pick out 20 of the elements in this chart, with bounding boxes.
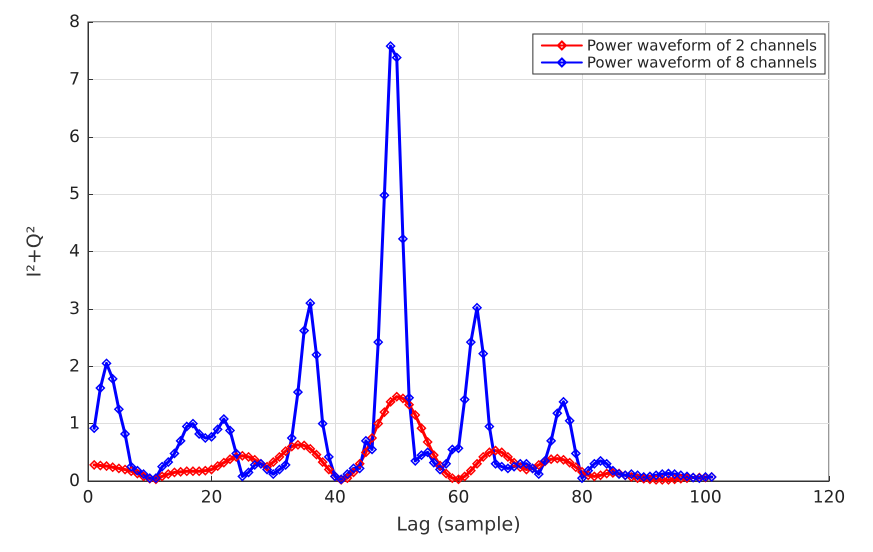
y-tick-label: 3	[69, 298, 80, 319]
y-tick-label: 2	[69, 356, 80, 376]
legend-label: Power waveform of 2 channels	[586, 36, 818, 54]
y-tick-label: 4	[69, 242, 80, 262]
x-tick-label: 100	[689, 488, 722, 508]
y-tick-label: 0	[69, 471, 80, 491]
x-tick-label: 120	[812, 488, 846, 508]
y-tick-label: 8	[69, 12, 80, 32]
x-tick-label: 80	[571, 488, 593, 508]
legend-label: Power waveform of 8 channels	[586, 54, 818, 72]
x-tick-label: 60	[448, 488, 470, 508]
x-tick-label: 0	[82, 488, 94, 508]
x-tick-label: 40	[324, 488, 346, 508]
y-tick-label: 1	[69, 414, 80, 434]
y-tick-label: 7	[69, 69, 80, 90]
x-tick-label: 20	[200, 488, 222, 508]
y-tick-label: 5	[69, 184, 80, 204]
y-tick-label: 6	[69, 126, 80, 147]
x-axis-title: Lag (sample)	[396, 514, 521, 536]
y-axis-title: I²+Q²	[24, 226, 46, 278]
